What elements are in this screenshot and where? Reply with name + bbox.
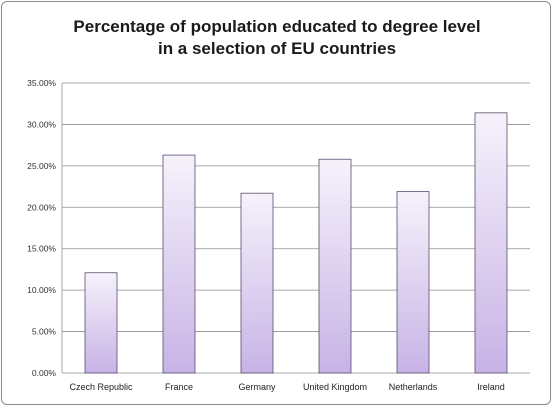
x-axis-category-labels: Czech Republic France Germany United Kingdo… [69, 382, 504, 392]
bar-czech-republic [84, 272, 118, 374]
y-tick-label: 30.00% [27, 119, 56, 129]
y-axis-tick-labels: 0.00% 5.00% 10.00% 15.00% 20.00% 25.00% 30.00%… [27, 78, 56, 378]
bar-germany [240, 192, 274, 374]
y-tick-label: 35.00% [27, 78, 56, 88]
y-tick-label: 15.00% [27, 244, 56, 254]
y-tick-label: 0.00% [32, 368, 57, 378]
chart-title: Percentage of population educated to deg… [0, 16, 554, 60]
bar-france [162, 154, 196, 374]
y-tick-label: 25.00% [27, 161, 56, 171]
x-category-label: Netherlands [389, 382, 438, 392]
bar-netherlands [396, 191, 430, 374]
x-category-label: Czech Republic [69, 382, 133, 392]
bar-ireland [474, 112, 508, 374]
gridlines [62, 82, 530, 374]
x-category-label: United Kingdom [303, 382, 367, 392]
y-tick-label: 10.00% [27, 285, 56, 295]
x-category-label: France [165, 382, 193, 392]
y-tick-label: 5.00% [32, 327, 57, 337]
bar-united-kingdom [318, 158, 352, 374]
y-tick-label: 20.00% [27, 202, 56, 212]
chart-title-line-1: Percentage of population educated to deg… [73, 17, 481, 36]
x-category-label: Germany [238, 382, 276, 392]
chart-title-line-2: in a selection of EU countries [157, 39, 397, 58]
bars [84, 112, 508, 374]
x-category-label: Ireland [477, 382, 505, 392]
